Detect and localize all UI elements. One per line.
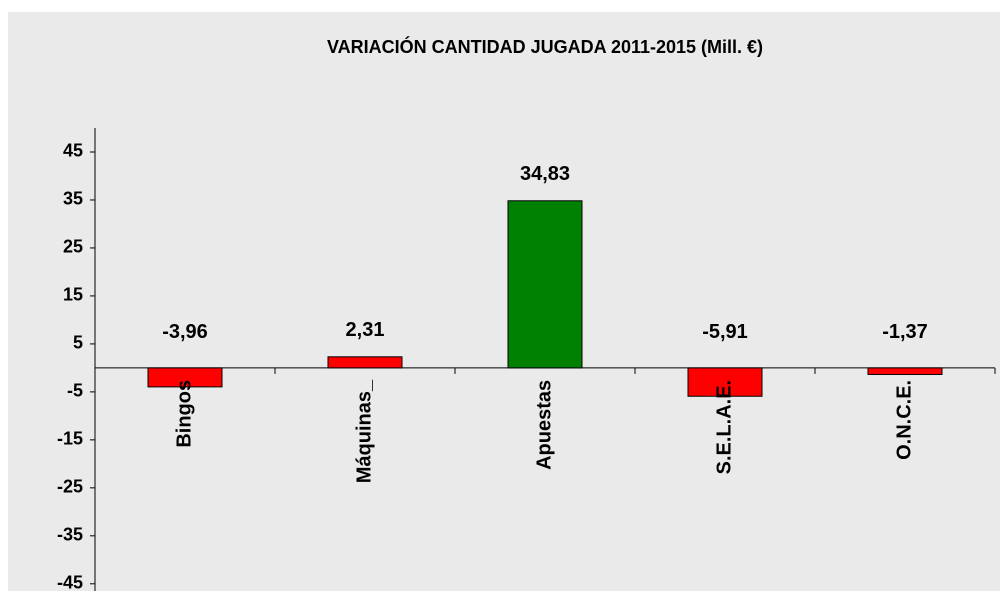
bar [327,356,403,369]
y-tick-label: 35 [63,189,83,209]
chart-title: VARIACIÓN CANTIDAD JUGADA 2011-2015 (Mil… [327,36,763,57]
x-tick-label: Máquinas_ [353,379,375,483]
data-label: 2,31 [346,319,385,341]
bar [867,367,943,375]
data-label: -1,37 [882,321,928,343]
x-tick-label: Apuestas [533,380,555,470]
y-tick-label: -15 [57,429,83,449]
chart-background [8,12,1000,591]
y-tick-label: -35 [57,525,83,545]
y-tick-label: -25 [57,477,83,497]
x-tick-label: S.E.L.A.E. [713,380,735,474]
y-tick-label: 45 [63,141,83,161]
y-tick-label: 5 [73,333,83,353]
data-label: -5,91 [702,321,748,343]
y-tick-label: -45 [57,573,83,591]
y-tick-label: 15 [63,285,83,305]
data-label: 34,83 [520,163,570,185]
bar [687,367,763,397]
x-tick-label: Bingos [173,380,195,448]
y-tick-label: -5 [67,381,83,401]
y-tick-label: 25 [63,237,83,257]
bar [507,200,583,369]
data-label: -3,96 [162,321,208,343]
bar [147,367,223,388]
x-tick-label: O.N.C.E. [893,380,915,460]
